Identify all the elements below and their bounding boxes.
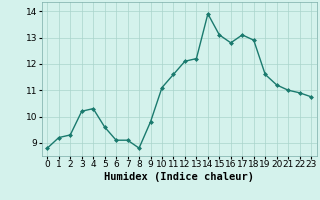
X-axis label: Humidex (Indice chaleur): Humidex (Indice chaleur) bbox=[104, 172, 254, 182]
